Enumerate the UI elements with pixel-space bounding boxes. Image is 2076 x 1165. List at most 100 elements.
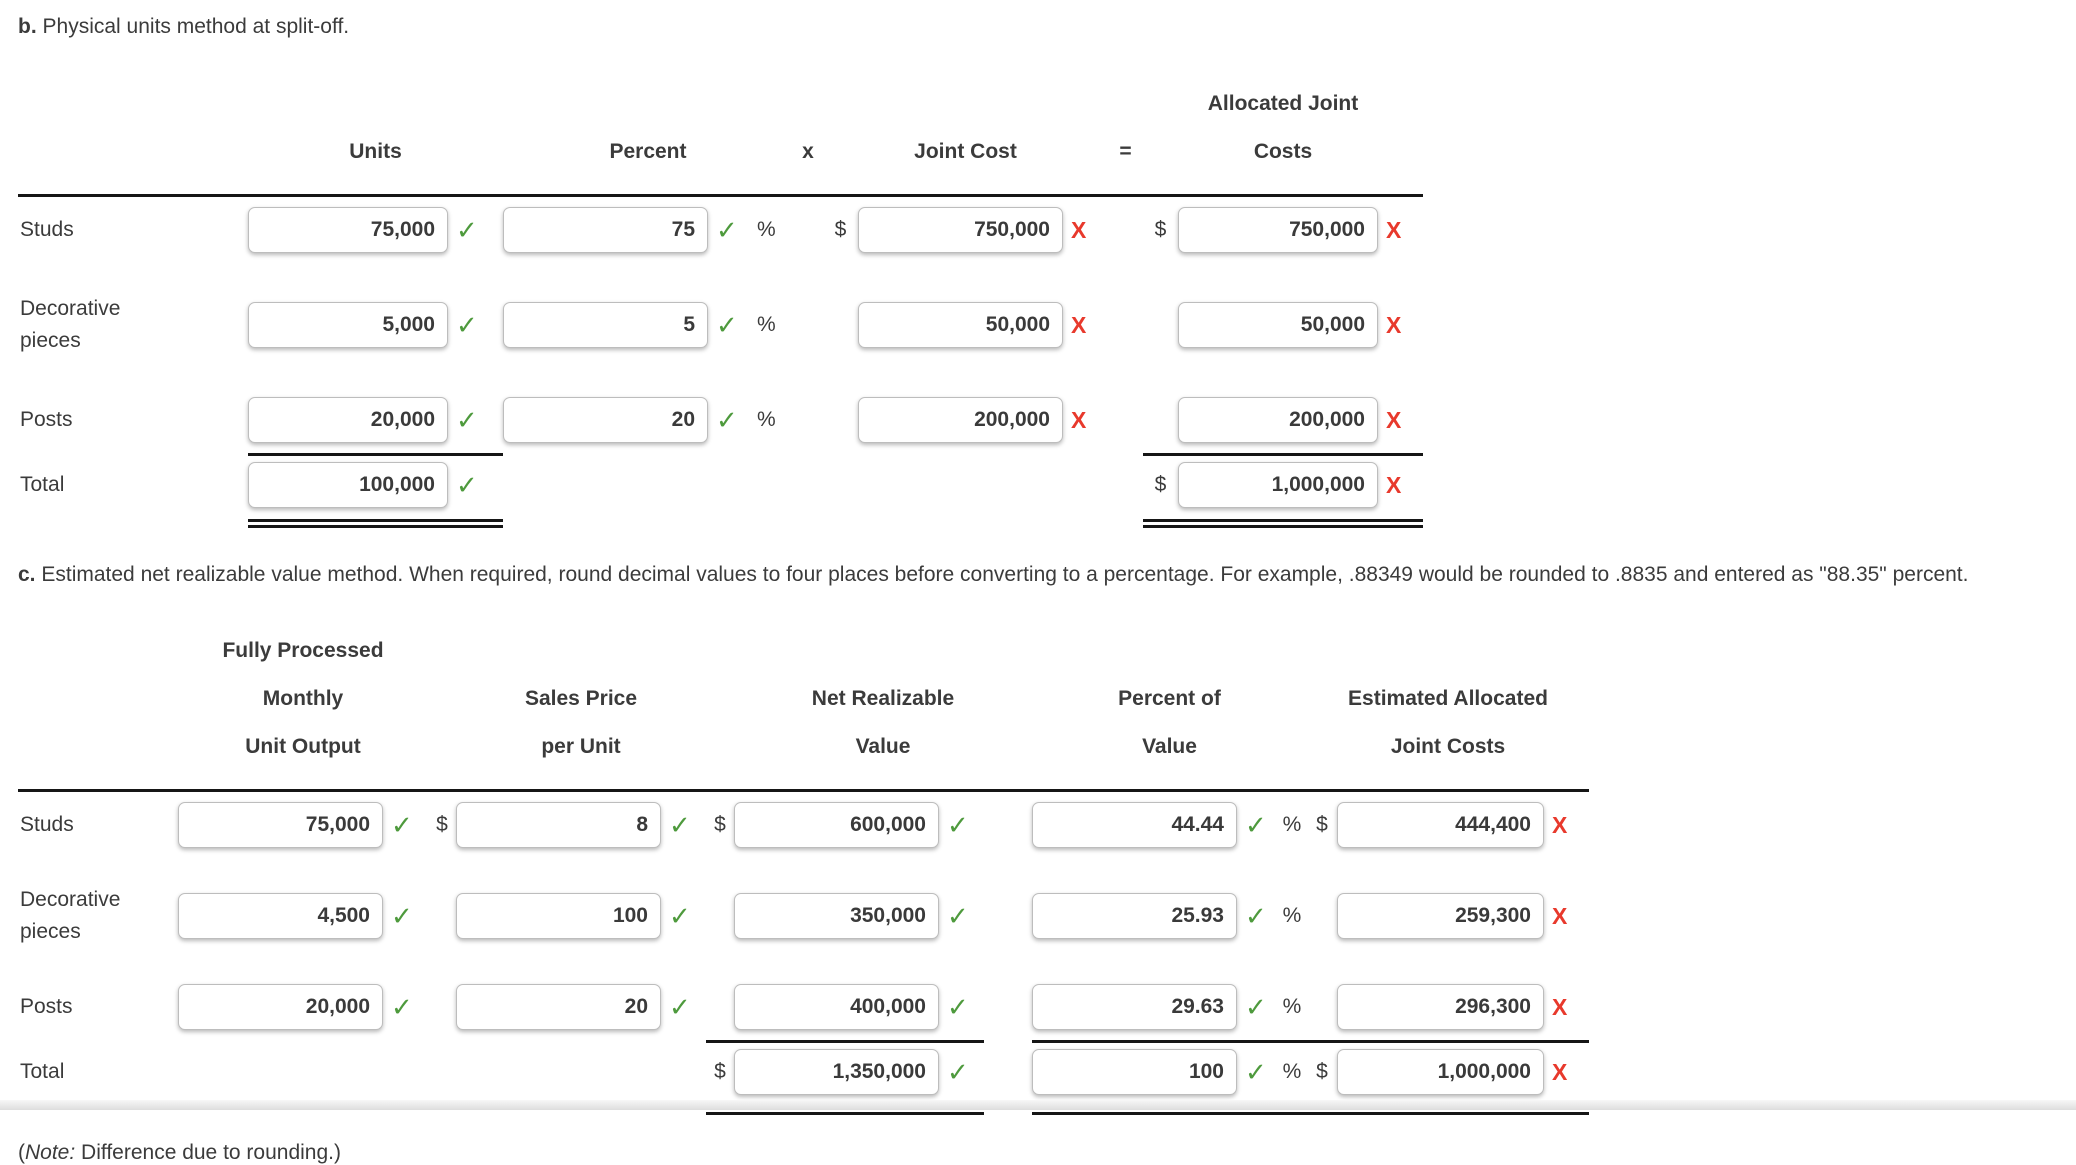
row-label: Total bbox=[20, 1060, 65, 1083]
correct-check-icon: ✓ bbox=[391, 810, 413, 840]
table-c-header-row-1: Fully Processed bbox=[18, 627, 2058, 675]
note-label: Note: bbox=[25, 1141, 76, 1164]
section-b-letter: b. bbox=[18, 15, 37, 38]
section-c-letter: c. bbox=[18, 563, 36, 586]
b-posts-percent-input[interactable] bbox=[503, 397, 708, 443]
c-posts-allocated-input[interactable] bbox=[1337, 984, 1544, 1030]
row-label: Studs bbox=[20, 218, 74, 241]
b-posts-allocated-input[interactable] bbox=[1178, 397, 1378, 443]
c-decorative-price-input[interactable] bbox=[456, 893, 661, 939]
joint-cost-worksheet: { "symbols": { "dollar": "$", "percent":… bbox=[0, 14, 2076, 1164]
total-rule bbox=[1143, 453, 1423, 456]
row-label: Total bbox=[20, 473, 65, 496]
table-row-c-decorative: Decorative pieces ✓ ✓ ✓ ✓ % X bbox=[18, 884, 2058, 948]
c-total-nrv-input[interactable] bbox=[734, 1049, 939, 1095]
dollar-sign: $ bbox=[1154, 473, 1167, 496]
dollar-sign: $ bbox=[1154, 218, 1167, 241]
c-studs-nrv-input[interactable] bbox=[734, 802, 939, 848]
b-decorative-allocated-input[interactable] bbox=[1178, 302, 1378, 348]
b-posts-units-input[interactable] bbox=[248, 397, 448, 443]
table-row-b-studs: Studs ✓ ✓ % $ X $ X bbox=[18, 207, 2058, 253]
correct-check-icon: ✓ bbox=[456, 215, 478, 245]
b-posts-joint-cost-input[interactable] bbox=[858, 397, 1063, 443]
correct-check-icon: ✓ bbox=[669, 901, 691, 931]
correct-check-icon: ✓ bbox=[716, 405, 738, 435]
section-b-title: b. Physical units method at split-off. bbox=[18, 14, 2058, 40]
b-decorative-joint-cost-input[interactable] bbox=[858, 302, 1063, 348]
table-c-total-rules bbox=[18, 1040, 2058, 1043]
c-total-pct-input[interactable] bbox=[1032, 1049, 1237, 1095]
percent-sign: % bbox=[757, 408, 776, 431]
b-decorative-units-input[interactable] bbox=[248, 302, 448, 348]
col-header-alloc-line1: Estimated Allocated bbox=[1348, 687, 1548, 710]
b-studs-units-input[interactable] bbox=[248, 207, 448, 253]
incorrect-x-icon: X bbox=[1552, 903, 1568, 929]
percent-sign: % bbox=[1282, 1060, 1302, 1083]
col-header-output-line2: Monthly bbox=[262, 687, 344, 710]
dollar-sign: $ bbox=[834, 218, 847, 241]
correct-check-icon: ✓ bbox=[947, 1057, 969, 1087]
correct-check-icon: ✓ bbox=[669, 810, 691, 840]
equals-header: = bbox=[1119, 140, 1132, 163]
percent-sign: % bbox=[1282, 995, 1302, 1018]
b-studs-percent-input[interactable] bbox=[503, 207, 708, 253]
col-header-joint-cost: Joint Cost bbox=[914, 140, 1017, 163]
correct-check-icon: ✓ bbox=[947, 992, 969, 1022]
net-realizable-value-table: Fully Processed Monthly Sales Price Net … bbox=[18, 627, 2058, 1115]
c-total-allocated-input[interactable] bbox=[1337, 1049, 1544, 1095]
incorrect-x-icon: X bbox=[1386, 312, 1402, 338]
table-b-total-rules bbox=[18, 453, 2058, 456]
total-rule bbox=[1307, 1040, 1589, 1043]
col-header-nrv-line2: Value bbox=[855, 735, 911, 758]
c-posts-price-input[interactable] bbox=[456, 984, 661, 1030]
c-studs-price-input[interactable] bbox=[456, 802, 661, 848]
c-decorative-pct-input[interactable] bbox=[1032, 893, 1237, 939]
c-studs-output-input[interactable] bbox=[178, 802, 383, 848]
table-b-header-row-2: Units Percent x Joint Cost = Costs bbox=[18, 128, 2058, 176]
correct-check-icon: ✓ bbox=[456, 405, 478, 435]
col-header-percent: Percent bbox=[609, 140, 687, 163]
table-row-c-studs: Studs ✓ $ ✓ $ ✓ ✓ % $ X bbox=[18, 802, 2058, 848]
c-studs-allocated-input[interactable] bbox=[1337, 802, 1544, 848]
b-decorative-percent-input[interactable] bbox=[503, 302, 708, 348]
b-total-units-input[interactable] bbox=[248, 462, 448, 508]
section-c-title: c. Estimated net realizable value method… bbox=[18, 552, 2058, 597]
incorrect-x-icon: X bbox=[1071, 217, 1087, 243]
table-row-c-posts: Posts ✓ ✓ ✓ ✓ % X bbox=[18, 984, 2058, 1030]
col-header-price-line2: per Unit bbox=[541, 735, 621, 758]
section-c-title-text: Estimated net realizable value method. W… bbox=[41, 563, 1969, 586]
c-studs-pct-input[interactable] bbox=[1032, 802, 1237, 848]
correct-check-icon: ✓ bbox=[947, 901, 969, 931]
c-posts-nrv-input[interactable] bbox=[734, 984, 939, 1030]
b-studs-allocated-input[interactable] bbox=[1178, 207, 1378, 253]
table-c-header-rule bbox=[18, 789, 1589, 792]
page-bottom-bar bbox=[0, 1100, 2076, 1110]
table-row-b-posts: Posts ✓ ✓ % X X bbox=[18, 397, 2058, 443]
incorrect-x-icon: X bbox=[1552, 994, 1568, 1020]
c-posts-output-input[interactable] bbox=[178, 984, 383, 1030]
table-b-header-rule bbox=[18, 194, 1423, 197]
note-open-paren: ( bbox=[18, 1141, 25, 1164]
col-header-output-line1: Fully Processed bbox=[222, 639, 384, 662]
c-decorative-nrv-input[interactable] bbox=[734, 893, 939, 939]
col-header-pct-line2: Value bbox=[1142, 735, 1197, 758]
table-row-b-total: Total ✓ $ X bbox=[18, 462, 2058, 508]
c-decorative-allocated-input[interactable] bbox=[1337, 893, 1544, 939]
dollar-sign: $ bbox=[436, 813, 448, 836]
total-rule bbox=[1032, 1040, 1307, 1043]
incorrect-x-icon: X bbox=[1386, 217, 1402, 243]
c-decorative-output-input[interactable] bbox=[178, 893, 383, 939]
row-label: Posts bbox=[20, 408, 73, 431]
c-posts-pct-input[interactable] bbox=[1032, 984, 1237, 1030]
row-label: Decorative pieces bbox=[20, 888, 121, 943]
correct-check-icon: ✓ bbox=[391, 992, 413, 1022]
physical-units-table: Allocated Joint Units Percent x Joint Co… bbox=[18, 80, 2058, 528]
b-studs-joint-cost-input[interactable] bbox=[858, 207, 1063, 253]
incorrect-x-icon: X bbox=[1552, 1059, 1568, 1085]
row-label: Studs bbox=[20, 813, 74, 836]
correct-check-icon: ✓ bbox=[391, 901, 413, 931]
correct-check-icon: ✓ bbox=[1245, 992, 1267, 1022]
b-total-allocated-input[interactable] bbox=[1178, 462, 1378, 508]
total-rule bbox=[706, 1040, 984, 1043]
correct-check-icon: ✓ bbox=[716, 310, 738, 340]
